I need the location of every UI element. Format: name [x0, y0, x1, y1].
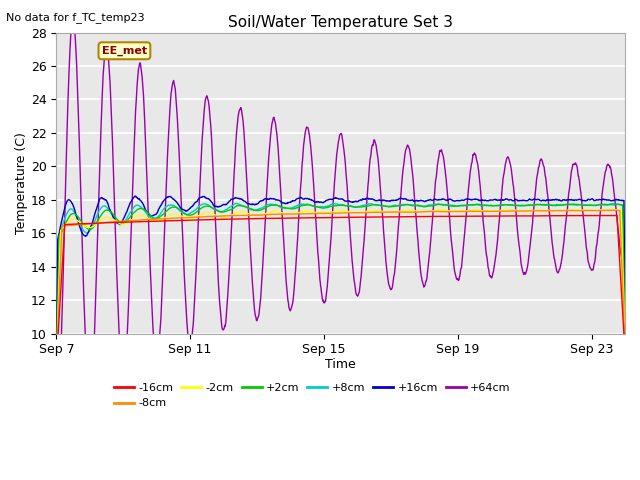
- X-axis label: Time: Time: [325, 358, 356, 371]
- Text: EE_met: EE_met: [102, 46, 147, 56]
- Text: No data for f_TC_temp23: No data for f_TC_temp23: [6, 12, 145, 23]
- Legend: -16cm, -8cm, -2cm, +2cm, +8cm, +16cm, +64cm: -16cm, -8cm, -2cm, +2cm, +8cm, +16cm, +6…: [109, 378, 515, 413]
- Y-axis label: Temperature (C): Temperature (C): [15, 132, 28, 234]
- Title: Soil/Water Temperature Set 3: Soil/Water Temperature Set 3: [228, 15, 453, 30]
